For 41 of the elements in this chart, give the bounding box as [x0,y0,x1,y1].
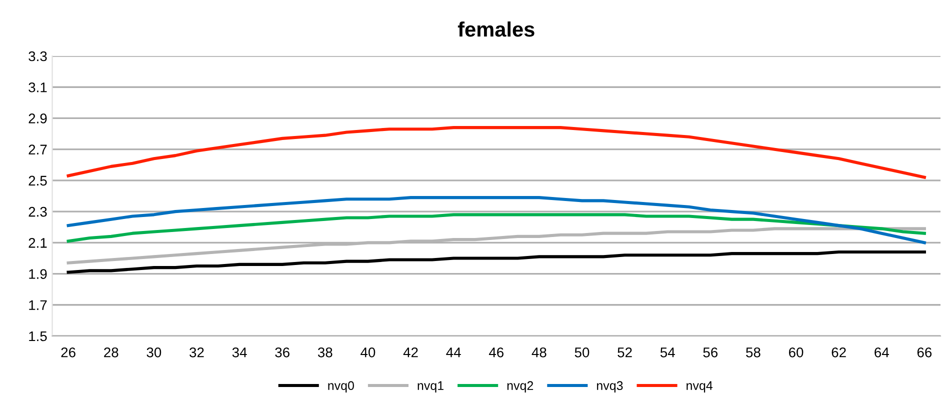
chart-title: females [458,21,534,37]
x-tick-label: 30 [146,347,162,358]
line-series [66,250,926,274]
x-tick-label: 42 [403,347,418,358]
y-tick-label: 2.1 [28,238,47,248]
x-tick-label: 34 [232,347,247,358]
x-tick-label: 40 [360,347,376,358]
y-tick-label: 2.3 [28,206,47,217]
x-tick-label: 26 [61,347,76,358]
x-tick-label: 66 [917,347,932,358]
line-series [66,213,926,243]
y-tick-label: 1.9 [29,269,47,279]
x-tick-label: 64 [874,347,889,358]
x-tick-label: 60 [789,347,804,358]
y-tick-label: 2.9 [28,114,47,124]
x-tick-label: 56 [703,347,718,358]
y-tick-label: 2.7 [28,144,47,154]
x-tick-label: 48 [532,347,546,358]
legend-label: nvq3 [597,381,623,392]
y-tick-label: 2.5 [28,176,47,186]
x-tick-label: 50 [574,347,590,358]
legend-label: nvq4 [686,381,713,392]
line-series [66,196,926,244]
y-tick-label: 1.5 [29,331,47,342]
x-tick-label: 38 [318,347,332,358]
x-tick-label: 58 [746,347,760,358]
x-tick-label: 54 [660,348,675,358]
x-tick-label: 46 [488,347,504,358]
x-tick-label: 28 [104,347,118,358]
x-tick-label: 32 [190,347,204,358]
legend-label: nvq0 [328,381,354,392]
line-series [66,126,926,179]
x-tick-label: 52 [618,347,632,358]
x-tick-label: 36 [275,347,290,358]
y-tick-label: 3.1 [28,82,47,92]
legend-label: nvq1 [418,381,444,392]
y-tick-label: 1.7 [29,300,47,310]
x-tick-label: 44 [446,348,461,358]
x-tick-label: 62 [832,347,846,358]
y-tick-label: 3.3 [28,51,47,62]
legend-label: nvq2 [507,381,534,392]
